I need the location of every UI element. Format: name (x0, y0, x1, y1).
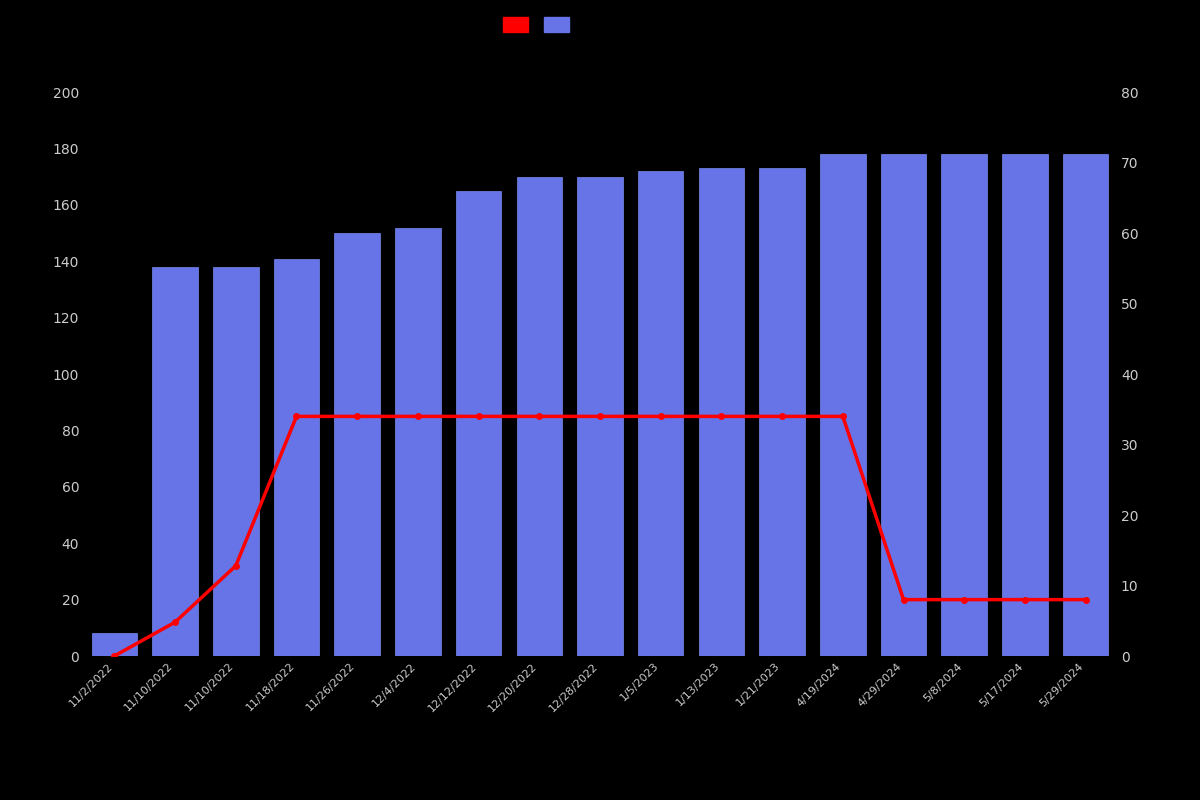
Bar (638, 171, 684, 656)
Bar (942, 154, 988, 656)
Bar (1002, 154, 1048, 656)
Bar (820, 154, 865, 656)
Bar (91, 634, 137, 656)
Bar (274, 258, 319, 656)
Bar (698, 168, 744, 656)
Bar (577, 177, 623, 656)
Bar (881, 154, 926, 656)
Bar (152, 267, 198, 656)
Bar (456, 191, 502, 656)
Bar (760, 168, 805, 656)
Bar (335, 233, 380, 656)
Bar (1063, 154, 1109, 656)
Legend: , : , (498, 12, 578, 38)
Bar (516, 177, 562, 656)
Bar (214, 267, 258, 656)
Bar (395, 227, 440, 656)
